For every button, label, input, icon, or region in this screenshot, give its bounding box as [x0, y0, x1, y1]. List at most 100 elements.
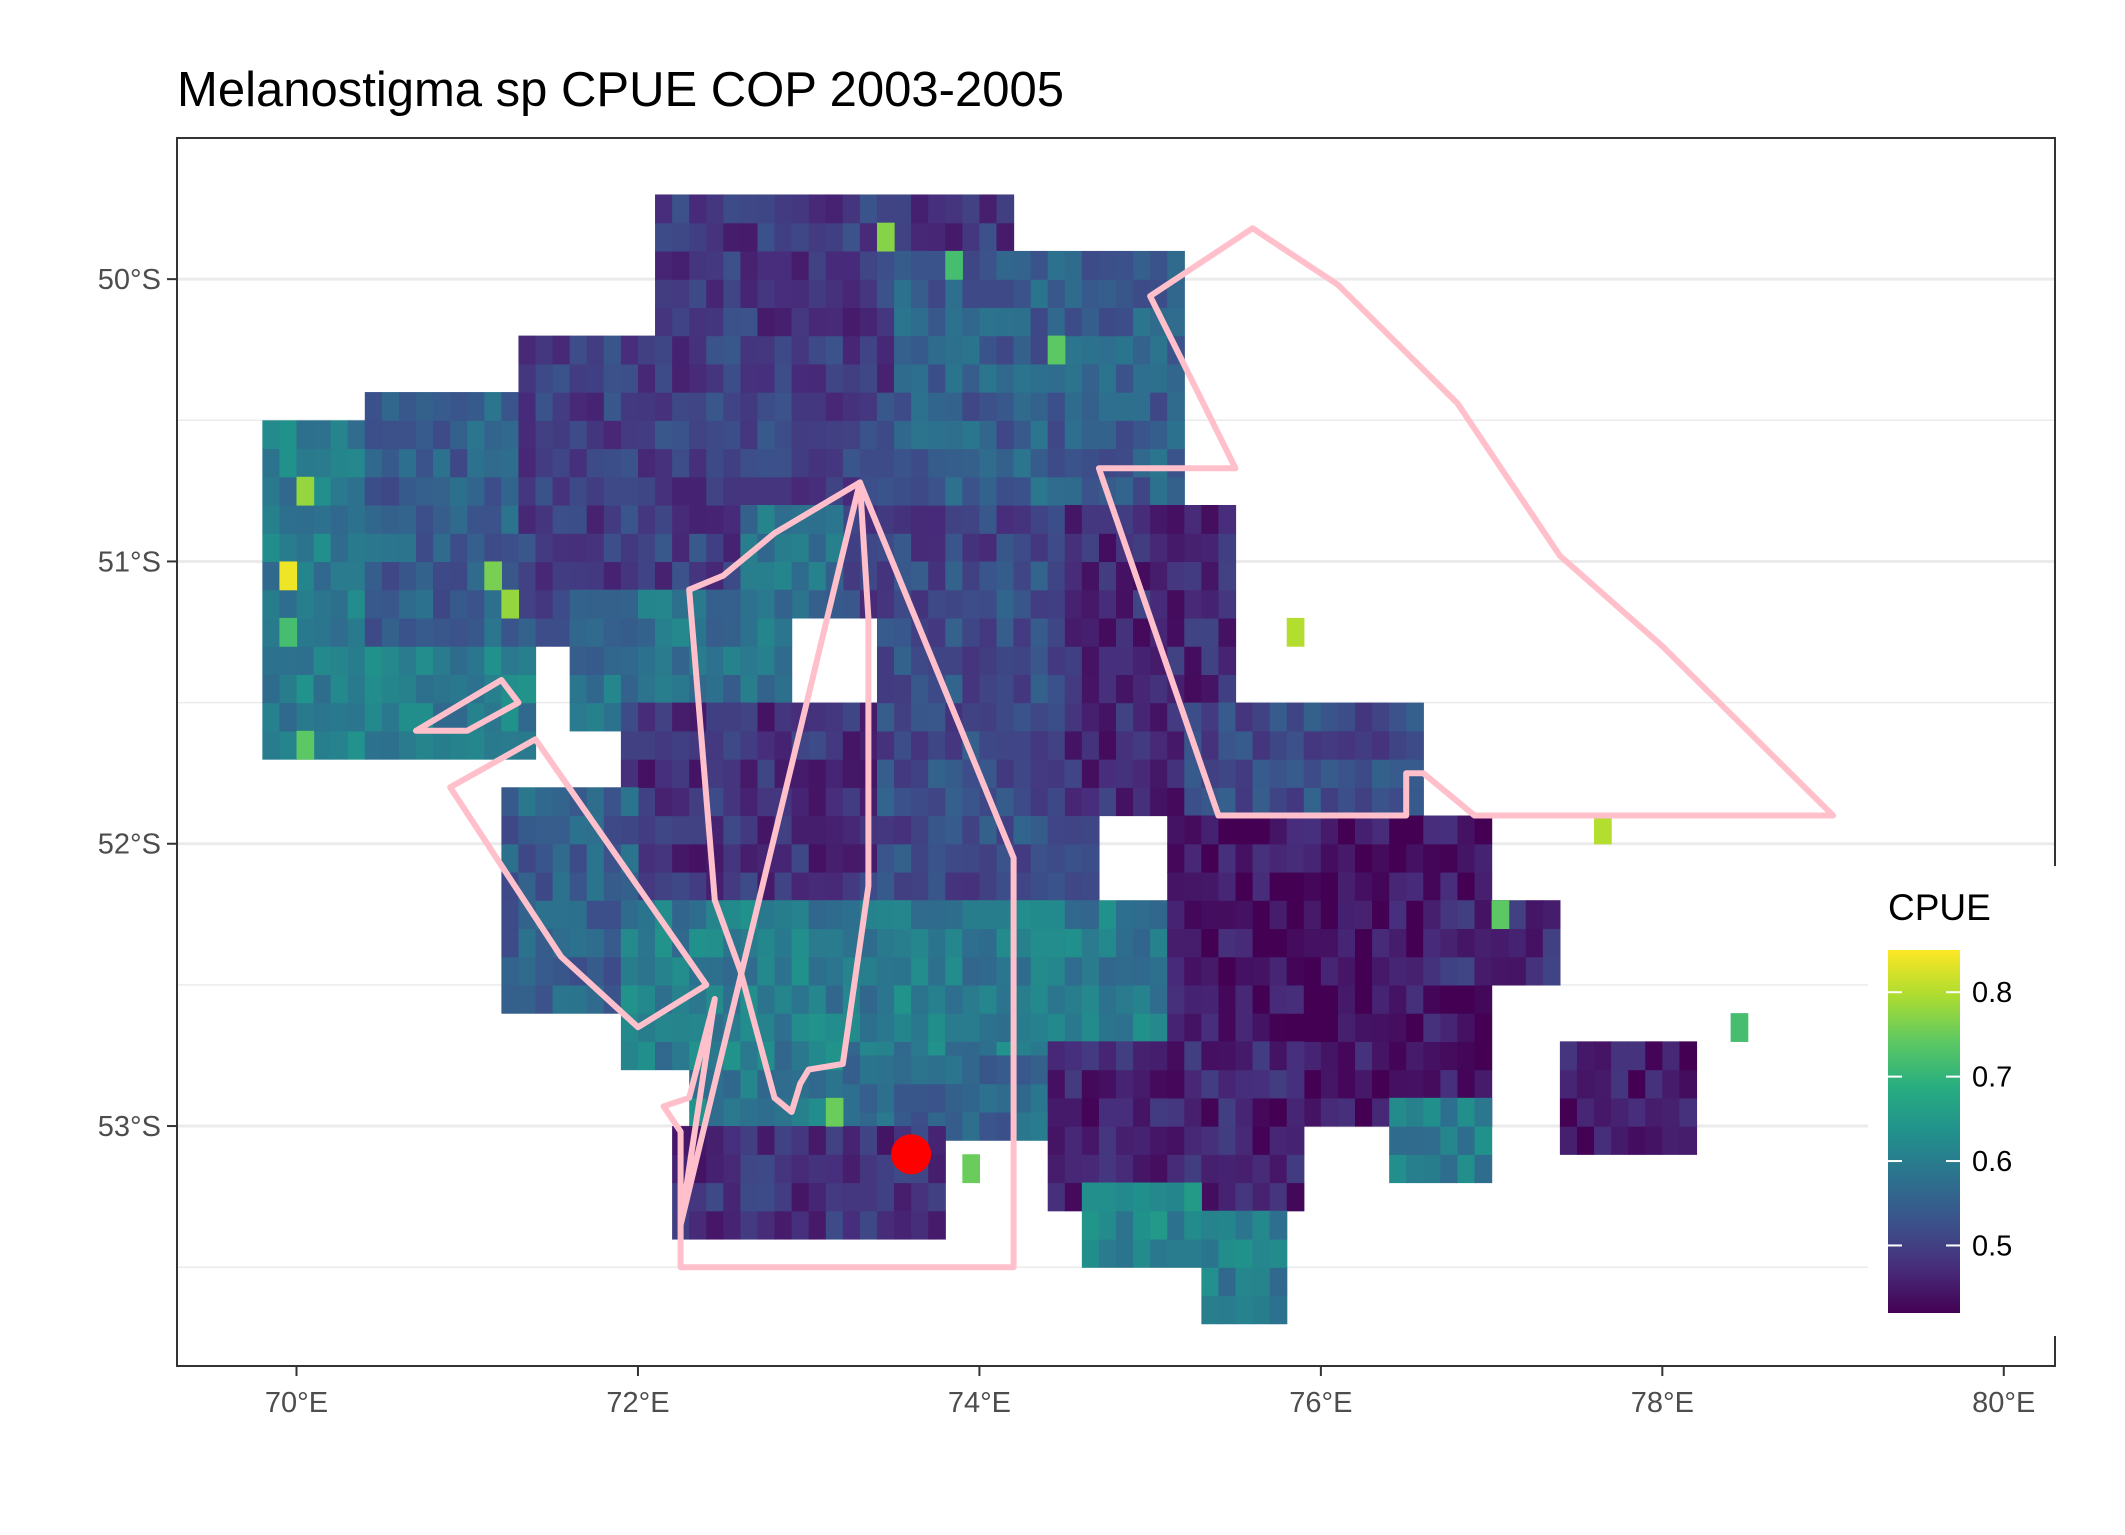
cpue-cell: [706, 1126, 724, 1155]
cpue-cell: [1594, 1041, 1612, 1071]
cpue-cell: [655, 307, 673, 337]
cpue-cell: [1286, 702, 1305, 732]
cpue-cell: [1167, 448, 1185, 478]
cpue-cell: [979, 222, 998, 252]
cpue-cell: [279, 730, 298, 760]
cpue-cell: [894, 363, 912, 393]
cpue-cell: [723, 730, 741, 760]
cpue-cell: [347, 646, 366, 675]
cpue-cell: [655, 533, 673, 563]
cpue-cell: [979, 307, 998, 337]
cpue-cell: [791, 335, 810, 365]
cpue-cell: [774, 1154, 793, 1184]
cpue-cell: [501, 815, 520, 845]
cpue-cell: [1474, 815, 1493, 845]
cpue-cell: [842, 279, 861, 308]
cpue-cell: [825, 1154, 844, 1184]
legend-label: 0.6: [1972, 1146, 2012, 1178]
cpue-cell: [962, 617, 981, 647]
cpue-cell: [876, 730, 895, 760]
panel-border: [176, 137, 2056, 1367]
cpue-cell: [1047, 900, 1066, 930]
cpue-cell: [1508, 956, 1527, 986]
cpue-cell: [1440, 1097, 1459, 1127]
cpue-cell: [740, 843, 759, 873]
cpue-cell: [842, 871, 861, 901]
cpue-cell: [1201, 900, 1220, 930]
cpue-cell: [740, 392, 759, 421]
cpue-cell: [1081, 589, 1100, 619]
cpue-cell: [1150, 702, 1168, 732]
cpue-cell: [655, 928, 673, 958]
cpue-cell: [894, 900, 912, 930]
cpue-cell: [262, 730, 281, 760]
cpue-cell: [825, 279, 844, 308]
cpue-cell: [1355, 1013, 1373, 1042]
cpue-cell: [911, 871, 929, 901]
cpue-cell: [1081, 533, 1100, 563]
cpue-cell: [1047, 476, 1066, 506]
cpue-cell: [1133, 1069, 1151, 1099]
cpue-cell: [1184, 871, 1202, 901]
cpue-cell: [876, 589, 895, 619]
cpue-cell: [791, 307, 810, 337]
cpue-cell: [1457, 1041, 1476, 1071]
x-tick-label: 80°E: [1972, 1387, 2035, 1419]
cpue-cell: [1286, 956, 1305, 986]
cpue-cell: [1252, 928, 1271, 958]
cpue-cell: [416, 392, 434, 421]
cpue-cell: [313, 561, 332, 591]
legend-title: CPUE: [1888, 887, 1991, 928]
cpue-cell: [962, 561, 981, 591]
cpue-cell: [689, 363, 707, 393]
cpue-cell: [945, 900, 963, 930]
cpue-cell: [1184, 900, 1202, 930]
cpue-cell: [569, 900, 588, 930]
cpue-cell: [620, 589, 639, 619]
cpue-cell: [757, 1154, 776, 1184]
cpue-cell: [842, 1055, 861, 1085]
cpue-cell: [1064, 730, 1083, 760]
cpue-cell: [484, 730, 502, 760]
cpue-cell: [381, 702, 400, 732]
cpue-cell: [740, 504, 759, 534]
cpue-cell: [1645, 1097, 1663, 1127]
cpue-cell: [655, 730, 673, 760]
cpue-cell: [416, 476, 434, 506]
cpue-cell: [603, 843, 622, 873]
cpue-cell: [262, 533, 281, 563]
cpue-cell: [962, 279, 981, 308]
cpue-cell: [381, 730, 400, 760]
cpue-cell: [928, 533, 946, 563]
cpue-cell: [1013, 674, 1032, 704]
cpue-cell: [484, 476, 502, 506]
cpue-cell: [1030, 250, 1049, 280]
stratum-outline: [660, 479, 1017, 1271]
cpue-cell: [364, 702, 383, 732]
cpue-cell: [979, 984, 998, 1014]
cpue-cell: [1013, 900, 1032, 930]
cpue-cell: [484, 533, 502, 563]
cpue-cell: [1337, 984, 1356, 1014]
cpue-cell: [911, 222, 929, 252]
cpue-cell: [1047, 956, 1066, 986]
cpue-cell: [842, 815, 861, 845]
cpue-cell: [1047, 759, 1066, 788]
cpue-cell: [1030, 674, 1049, 704]
cpue-cell: [1218, 730, 1237, 760]
cpue-cell: [535, 589, 554, 619]
cpue-cell: [825, 843, 844, 873]
cpue-cell-high: [1286, 617, 1305, 647]
cpue-cell: [1133, 759, 1151, 788]
cpue-cell: [381, 392, 400, 421]
cpue-cell: [1372, 759, 1390, 788]
cpue-cell: [911, 533, 929, 563]
cpue-cell: [1047, 561, 1066, 591]
cpue-cell: [1201, 646, 1220, 675]
cpue-cell: [1064, 504, 1083, 534]
cpue-cell: [945, 928, 963, 958]
cpue-cell: [1201, 504, 1220, 534]
cpue-cell: [433, 504, 451, 534]
cpue-cell: [672, 561, 690, 591]
cpue-cell: [655, 956, 673, 986]
